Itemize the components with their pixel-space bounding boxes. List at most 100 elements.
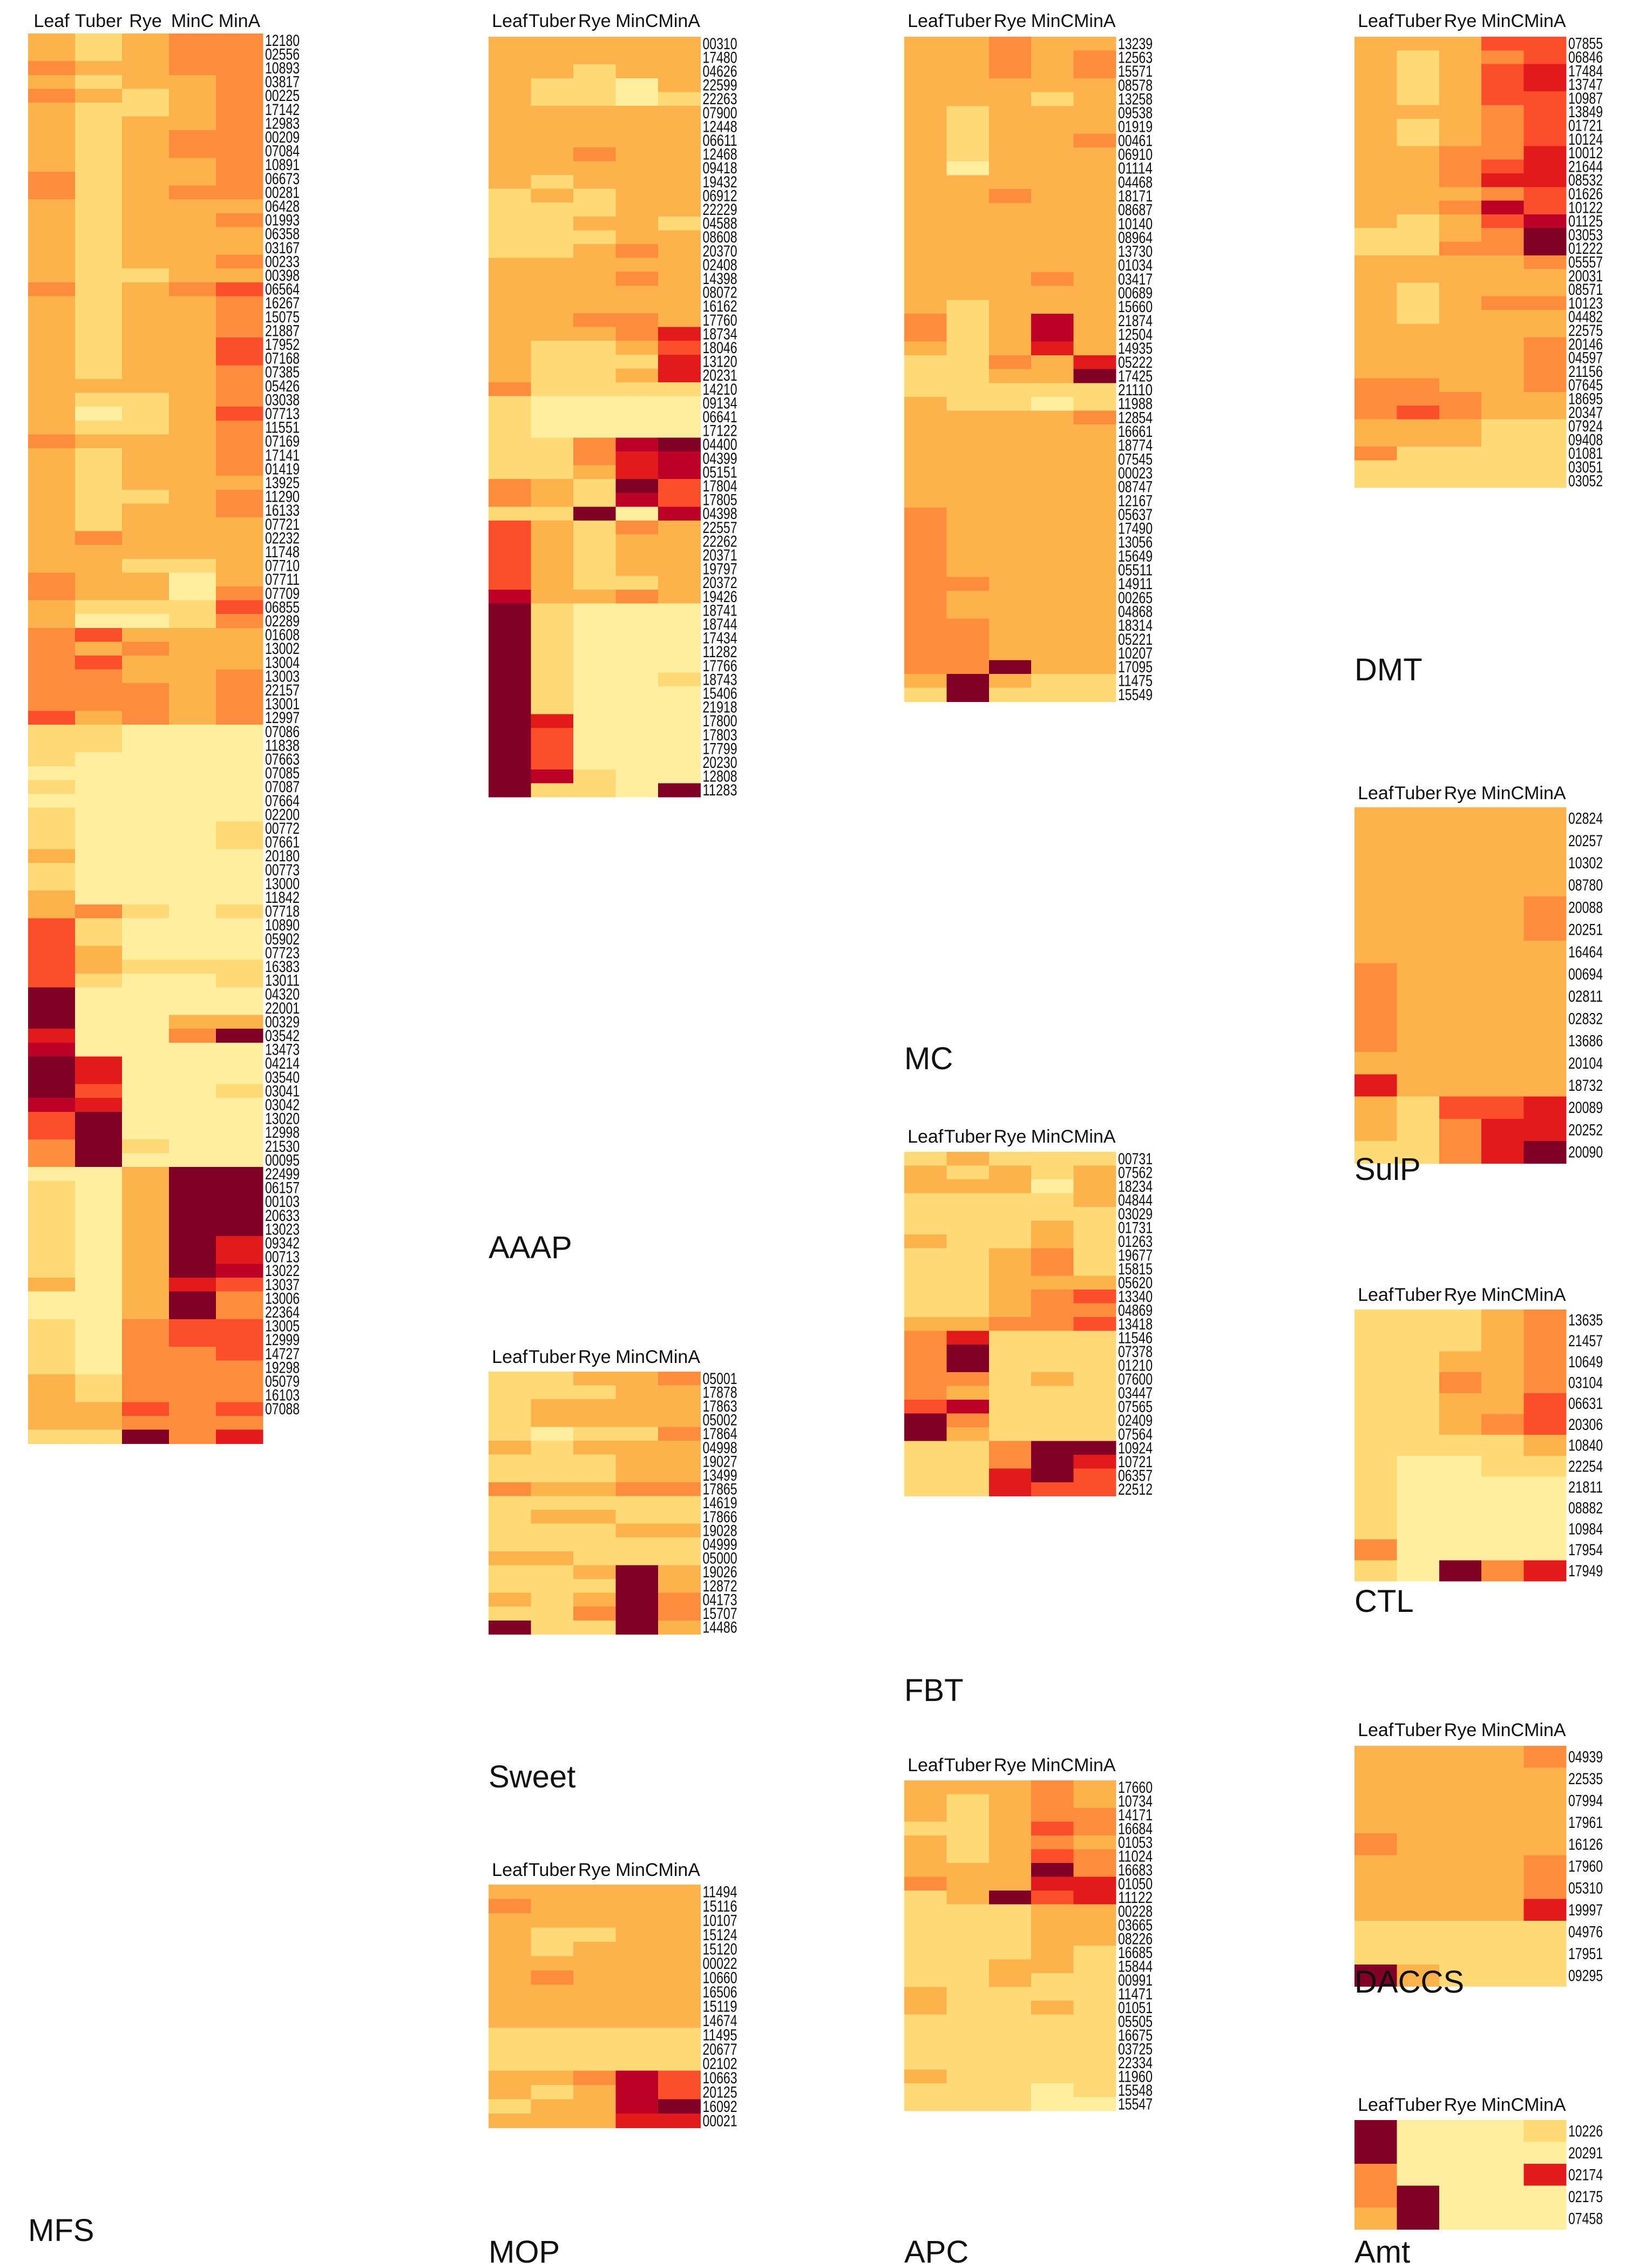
row-label: 15116 — [703, 1898, 737, 1915]
heatmap-cell — [28, 448, 76, 463]
heatmap-cell — [122, 697, 170, 711]
heatmap-cell — [573, 1899, 617, 1914]
heatmap-cell — [531, 659, 574, 673]
row-label: 15406 — [703, 685, 737, 703]
row-label: 20125 — [703, 2083, 737, 2101]
heatmap-cell — [946, 1863, 990, 1878]
heatmap-cell — [216, 1180, 263, 1195]
heatmap-cell — [1397, 1497, 1440, 1519]
row-label: 13020 — [265, 1110, 300, 1128]
heatmap-cell — [28, 627, 76, 642]
row-label: 01210 — [1118, 1356, 1153, 1374]
heatmap-cell — [946, 1179, 990, 1194]
heatmap-cell — [169, 656, 216, 670]
heatmap-cell — [988, 452, 1032, 467]
heatmap-cell — [1031, 286, 1074, 300]
heatmap-cell — [216, 1015, 263, 1029]
heatmap-cell — [169, 1374, 216, 1389]
heatmap-cell — [28, 1084, 76, 1098]
heatmap-cell — [216, 752, 263, 767]
heatmap-cell — [615, 1551, 659, 1565]
heatmap-cell — [216, 47, 263, 62]
heatmap-cell — [1073, 1331, 1116, 1345]
heatmap-cell — [1073, 1290, 1116, 1304]
heatmap-cell — [1073, 508, 1116, 522]
heatmap-cell — [1354, 364, 1397, 379]
heatmap-cell — [1523, 2208, 1567, 2230]
heatmap-cell — [658, 161, 701, 176]
row-label: 07088 — [265, 1400, 300, 1418]
heatmap-cell — [1031, 2001, 1074, 2015]
heatmap-cell — [531, 1496, 574, 1510]
heatmap-cell — [904, 591, 947, 605]
heatmap-cell — [122, 1084, 170, 1098]
heatmap-cell — [1439, 896, 1482, 919]
heatmap-cell — [1439, 419, 1482, 434]
heatmap-cell — [531, 1399, 574, 1414]
heatmap-cell — [531, 728, 574, 742]
heatmap-cell — [904, 2001, 947, 2015]
heatmap-cell — [1439, 1518, 1482, 1540]
heatmap-cell — [1481, 1118, 1525, 1142]
heatmap-cell — [1397, 2142, 1440, 2164]
heatmap-cell — [615, 672, 659, 687]
row-label: 13004 — [265, 654, 300, 672]
row-label: 19028 — [703, 1522, 737, 1540]
heatmap-cell — [988, 508, 1032, 522]
heatmap-cell — [169, 1139, 216, 1154]
heatmap-cell — [615, 1523, 659, 1538]
heatmap-cell — [658, 437, 701, 452]
row-label: 11282 — [703, 643, 737, 661]
heatmap-cell — [1523, 1476, 1567, 1498]
heatmap-cell — [1397, 1393, 1440, 1415]
row-label: 02556 — [265, 45, 300, 63]
heatmap-cell — [946, 1275, 990, 1290]
heatmap-cell — [1481, 77, 1525, 92]
heatmap-cell — [573, 368, 617, 383]
heatmap-cell — [1481, 874, 1525, 897]
heatmap-cell — [1031, 1973, 1074, 1988]
heatmap-cell — [75, 627, 123, 642]
row-label: 09538 — [1118, 104, 1153, 122]
heatmap-cell — [1031, 92, 1074, 106]
heatmap-cell — [1481, 433, 1525, 447]
heatmap-cell — [1031, 272, 1074, 287]
heatmap-cell — [169, 642, 216, 656]
heatmap-cell — [1073, 563, 1116, 577]
heatmap-cell — [1354, 91, 1397, 106]
heatmap-cell — [658, 769, 701, 784]
heatmap-cell — [531, 188, 574, 203]
heatmap-cell — [1031, 673, 1074, 688]
row-label: 18734 — [703, 325, 737, 343]
heatmap-cell — [1073, 341, 1116, 356]
heatmap-cell — [1523, 378, 1567, 393]
heatmap-cell — [122, 918, 170, 933]
heatmap-cell — [1481, 1476, 1525, 1498]
heatmap-cell — [904, 1932, 947, 1946]
heatmap-cell — [1031, 1959, 1074, 1974]
heatmap-cell — [169, 1111, 216, 1126]
heatmap-cell — [489, 741, 532, 756]
heatmap-cell — [216, 61, 263, 76]
heatmap-cell — [904, 1835, 947, 1850]
heatmap-cell — [216, 448, 263, 463]
row-label: 17949 — [1568, 1562, 1603, 1580]
heatmap-cell — [573, 244, 617, 259]
heatmap-cell — [573, 354, 617, 369]
heatmap-cell — [75, 918, 123, 933]
heatmap-cell — [75, 254, 123, 269]
row-label: 20347 — [1568, 404, 1603, 422]
heatmap-cell — [904, 1220, 947, 1235]
heatmap-cell — [531, 1970, 574, 1986]
heatmap-cell — [904, 314, 947, 328]
heatmap-cell — [1031, 175, 1074, 190]
row-label: 17865 — [703, 1481, 737, 1498]
heatmap-cell — [531, 78, 574, 92]
heatmap-cell — [1073, 1959, 1116, 1974]
heatmap-cell — [1354, 2185, 1397, 2208]
heatmap-cell — [216, 1429, 263, 1444]
heatmap-cell — [1439, 2185, 1482, 2208]
heatmap-cell — [573, 492, 617, 507]
row-label: 20090 — [1568, 1144, 1603, 1162]
heatmap-cell — [1397, 1560, 1440, 1582]
